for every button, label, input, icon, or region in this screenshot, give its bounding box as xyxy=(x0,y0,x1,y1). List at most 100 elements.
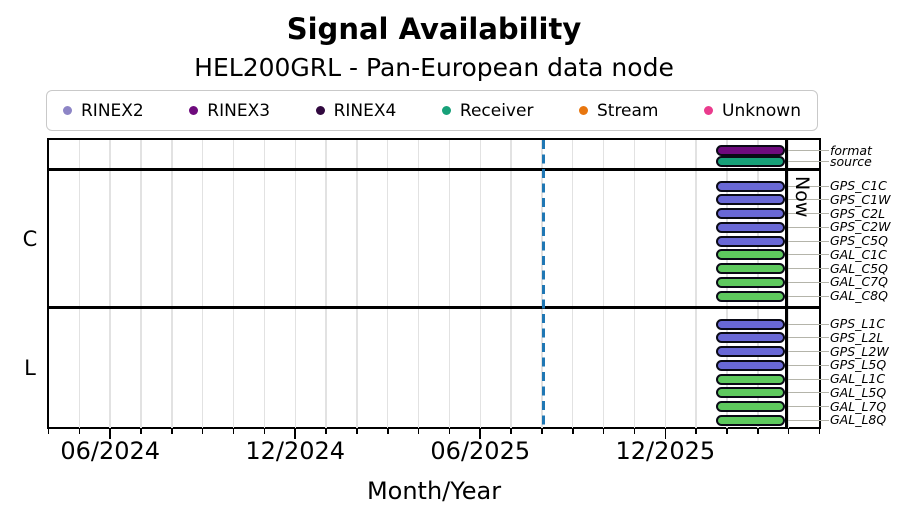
row-label-gal_c1c: GAL_C1C xyxy=(830,246,887,262)
x-minor-tick xyxy=(571,429,574,434)
leader-line xyxy=(786,268,829,269)
x-minor-tick xyxy=(232,429,235,434)
leader-line xyxy=(786,240,829,242)
gridline xyxy=(448,140,451,428)
reference-line-dashed xyxy=(542,140,546,428)
legend-item-stream: Stream xyxy=(578,101,659,121)
gridline xyxy=(78,140,81,428)
leader-line xyxy=(786,281,829,283)
x-minor-tick xyxy=(695,429,697,434)
gridline xyxy=(140,140,142,428)
x-major-tick xyxy=(664,429,667,439)
x-tick-label-12-2025: 12/2025 xyxy=(615,437,716,465)
x-minor-tick xyxy=(325,429,327,434)
row-label-gal_c7q: GAL_C7Q xyxy=(830,274,888,290)
row-label-gal_l8q: GAL_L8Q xyxy=(830,412,887,428)
leader-line xyxy=(786,378,829,380)
x-minor-tick xyxy=(78,429,81,434)
gridline xyxy=(664,140,666,428)
leader-line xyxy=(786,406,829,408)
x-major-tick xyxy=(109,429,111,439)
gridline xyxy=(510,140,512,428)
leader-line xyxy=(786,295,829,297)
legend-item-rinex3: RINEX3 xyxy=(189,101,270,121)
row-label-format: format xyxy=(830,142,872,158)
legend-label: RINEX3 xyxy=(207,100,271,121)
row-label-gal_l5q: GAL_L5Q xyxy=(830,384,887,400)
gridline xyxy=(109,140,111,428)
signal-bar-gal_l1c xyxy=(716,373,785,385)
gridline xyxy=(387,140,389,428)
legend-item-rinex2: RINEX2 xyxy=(63,101,144,121)
gridline xyxy=(202,140,204,428)
gridline xyxy=(356,140,358,428)
legend-item-receiver: Receiver xyxy=(441,100,534,121)
leader-line xyxy=(786,419,829,421)
legend-label: RINEX2 xyxy=(81,100,144,121)
x-minor-tick xyxy=(47,429,50,434)
leader-line xyxy=(786,364,829,366)
x-minor-tick xyxy=(448,429,451,434)
legend-dot-icon xyxy=(441,106,451,115)
legend-dot-icon xyxy=(189,106,199,115)
leader-line xyxy=(786,161,829,163)
row-label-gal_c8q: GAL_C8Q xyxy=(830,288,888,303)
leader-line xyxy=(786,392,829,394)
row-label-gps_l1c: GPS_L1C xyxy=(830,316,886,331)
gridline xyxy=(294,140,296,428)
signal-bar-gps_c2w xyxy=(716,221,785,233)
signal-bar-gps_l1c xyxy=(716,318,785,330)
now-label: Now xyxy=(791,176,814,218)
x-minor-tick xyxy=(356,429,358,434)
x-major-tick xyxy=(294,429,296,439)
gridline xyxy=(633,140,636,428)
signal-bar-gal_c1c xyxy=(716,249,785,261)
gridline xyxy=(417,140,420,428)
legend-dot-icon xyxy=(578,106,588,115)
legend-item-unknown: Unknown xyxy=(704,101,801,121)
leader-line xyxy=(786,337,829,339)
x-axis-label: Month/Year xyxy=(366,477,502,505)
row-label-source: source xyxy=(830,153,872,169)
x-tick-label-06-2025: 06/2025 xyxy=(430,437,531,465)
x-minor-tick xyxy=(201,429,204,434)
gridline xyxy=(232,140,235,428)
signal-bar-gps_l2w xyxy=(716,346,785,358)
legend-label: Unknown xyxy=(722,100,801,121)
row-label-gps_l5q: GPS_L5Q xyxy=(830,357,887,373)
x-minor-tick xyxy=(818,429,821,434)
signal-bar-gps_l5q xyxy=(716,359,785,371)
row-label-gps_c1c: GPS_C1C xyxy=(830,178,887,193)
x-minor-tick xyxy=(726,429,728,434)
gridline xyxy=(602,140,605,428)
signal-bar-gps_c5q xyxy=(716,235,785,247)
signal-bar-gal_l8q xyxy=(716,414,785,426)
legend-label: Receiver xyxy=(459,100,534,121)
row-label-gal_l7q: GAL_L7Q xyxy=(830,398,887,414)
x-minor-tick xyxy=(263,429,266,434)
legend-item-rinex4: RINEX4 xyxy=(315,100,397,121)
leader-line xyxy=(786,351,829,353)
signal-bar-gps_c1c xyxy=(716,180,785,192)
legend-dot-icon xyxy=(63,106,72,115)
gridline xyxy=(263,140,266,428)
signal-bar-gps_l2l xyxy=(716,332,785,344)
section-label-L: L xyxy=(24,355,36,380)
gridline xyxy=(479,140,481,428)
legend-label: RINEX4 xyxy=(333,100,397,121)
signal-bar-gps_c2l xyxy=(716,208,785,219)
leader-line xyxy=(786,323,829,325)
x-major-tick xyxy=(479,429,482,439)
leader-line xyxy=(786,185,829,187)
x-tick-label-12-2024: 12/2024 xyxy=(245,437,346,465)
chart-title: Signal Availability xyxy=(286,12,582,46)
row-label-gal_c5q: GAL_C5Q xyxy=(830,260,888,276)
gridline xyxy=(695,140,697,428)
row-label-gps_c5q: GPS_C5Q xyxy=(830,233,888,248)
signal-bar-gps_c1w xyxy=(716,194,785,206)
signal-bar-gal_c8q xyxy=(716,290,785,302)
row-label-gps_l2w: GPS_L2W xyxy=(830,343,889,359)
signal-bar-gal_l5q xyxy=(716,387,785,399)
gridline xyxy=(541,140,543,428)
